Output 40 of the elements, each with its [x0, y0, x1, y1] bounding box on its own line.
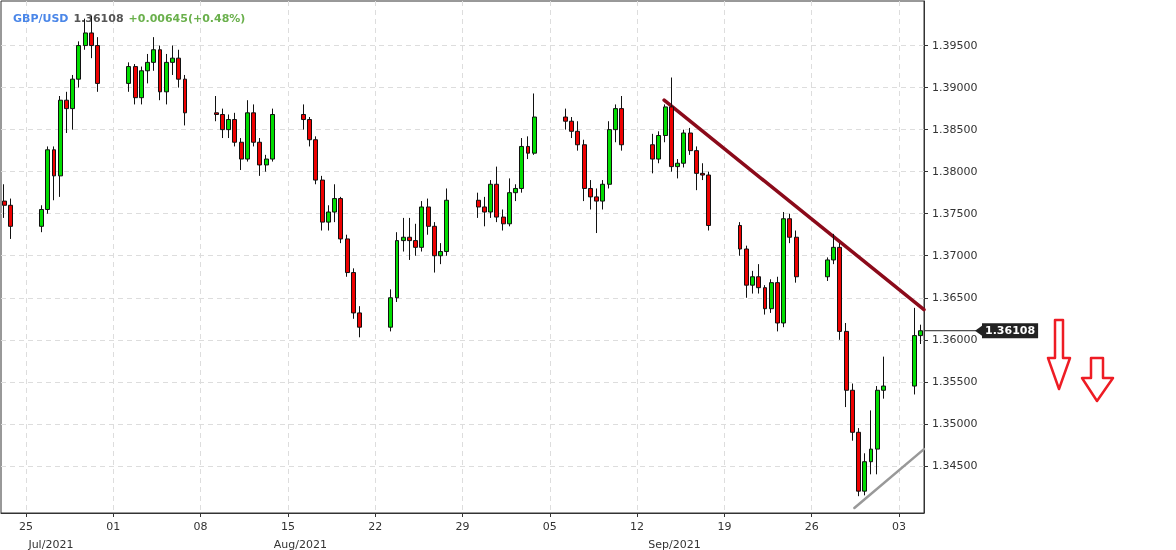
y-tick-label: 1.36000	[932, 333, 978, 347]
x-tick-label: 01	[106, 520, 121, 533]
x-tick-label: 22	[368, 520, 383, 533]
candlestick	[395, 231, 399, 303]
candlestick	[532, 92, 537, 156]
y-tick-label: 1.37500	[932, 207, 978, 221]
x-tick-label: 03	[892, 520, 907, 533]
x2-tick-label: Jul/2021	[27, 538, 74, 550]
x-tick-label: 26	[804, 520, 819, 533]
y-tick-label: 1.36500	[932, 291, 978, 305]
x-tick-label: 12	[630, 520, 645, 533]
candlestick	[869, 409, 873, 475]
candlestick	[126, 61, 131, 93]
y-tick-label: 1.38000	[932, 165, 978, 179]
x2-tick-label: Sep/2021	[648, 538, 701, 550]
y-tick-label: 1.34500	[932, 459, 978, 473]
candlestick	[526, 135, 530, 160]
y-tick-label: 1.39500	[932, 39, 978, 53]
x-tick-label: 15	[280, 520, 295, 533]
x-tick-label: 05	[542, 520, 557, 533]
text: GBP/USD	[13, 11, 69, 25]
y-tick-label: 1.37000	[932, 249, 978, 263]
candlestick	[738, 221, 742, 257]
x-tick-label: 19	[717, 520, 732, 533]
x-tick-label: 29	[455, 520, 470, 533]
text: 1.36108 +0.00645(+0.48%)	[73, 11, 246, 25]
y-tick-label: 1.35500	[932, 375, 978, 389]
x-tick-label: 08	[193, 520, 208, 533]
candlestick	[388, 288, 393, 332]
candlestick	[52, 145, 56, 201]
candlestick	[794, 230, 799, 284]
x-tick-label: 25	[18, 520, 33, 533]
x2-tick-label: Aug/2021	[273, 538, 327, 550]
y-tick-label: 1.38500	[932, 123, 978, 137]
candlestick	[183, 74, 187, 126]
annotation: 1.36108	[985, 324, 1036, 338]
y-tick-label: 1.39000	[932, 81, 978, 95]
y-tick-label: 1.35000	[932, 417, 978, 431]
candlestick	[158, 45, 162, 101]
candlestick	[763, 284, 767, 316]
